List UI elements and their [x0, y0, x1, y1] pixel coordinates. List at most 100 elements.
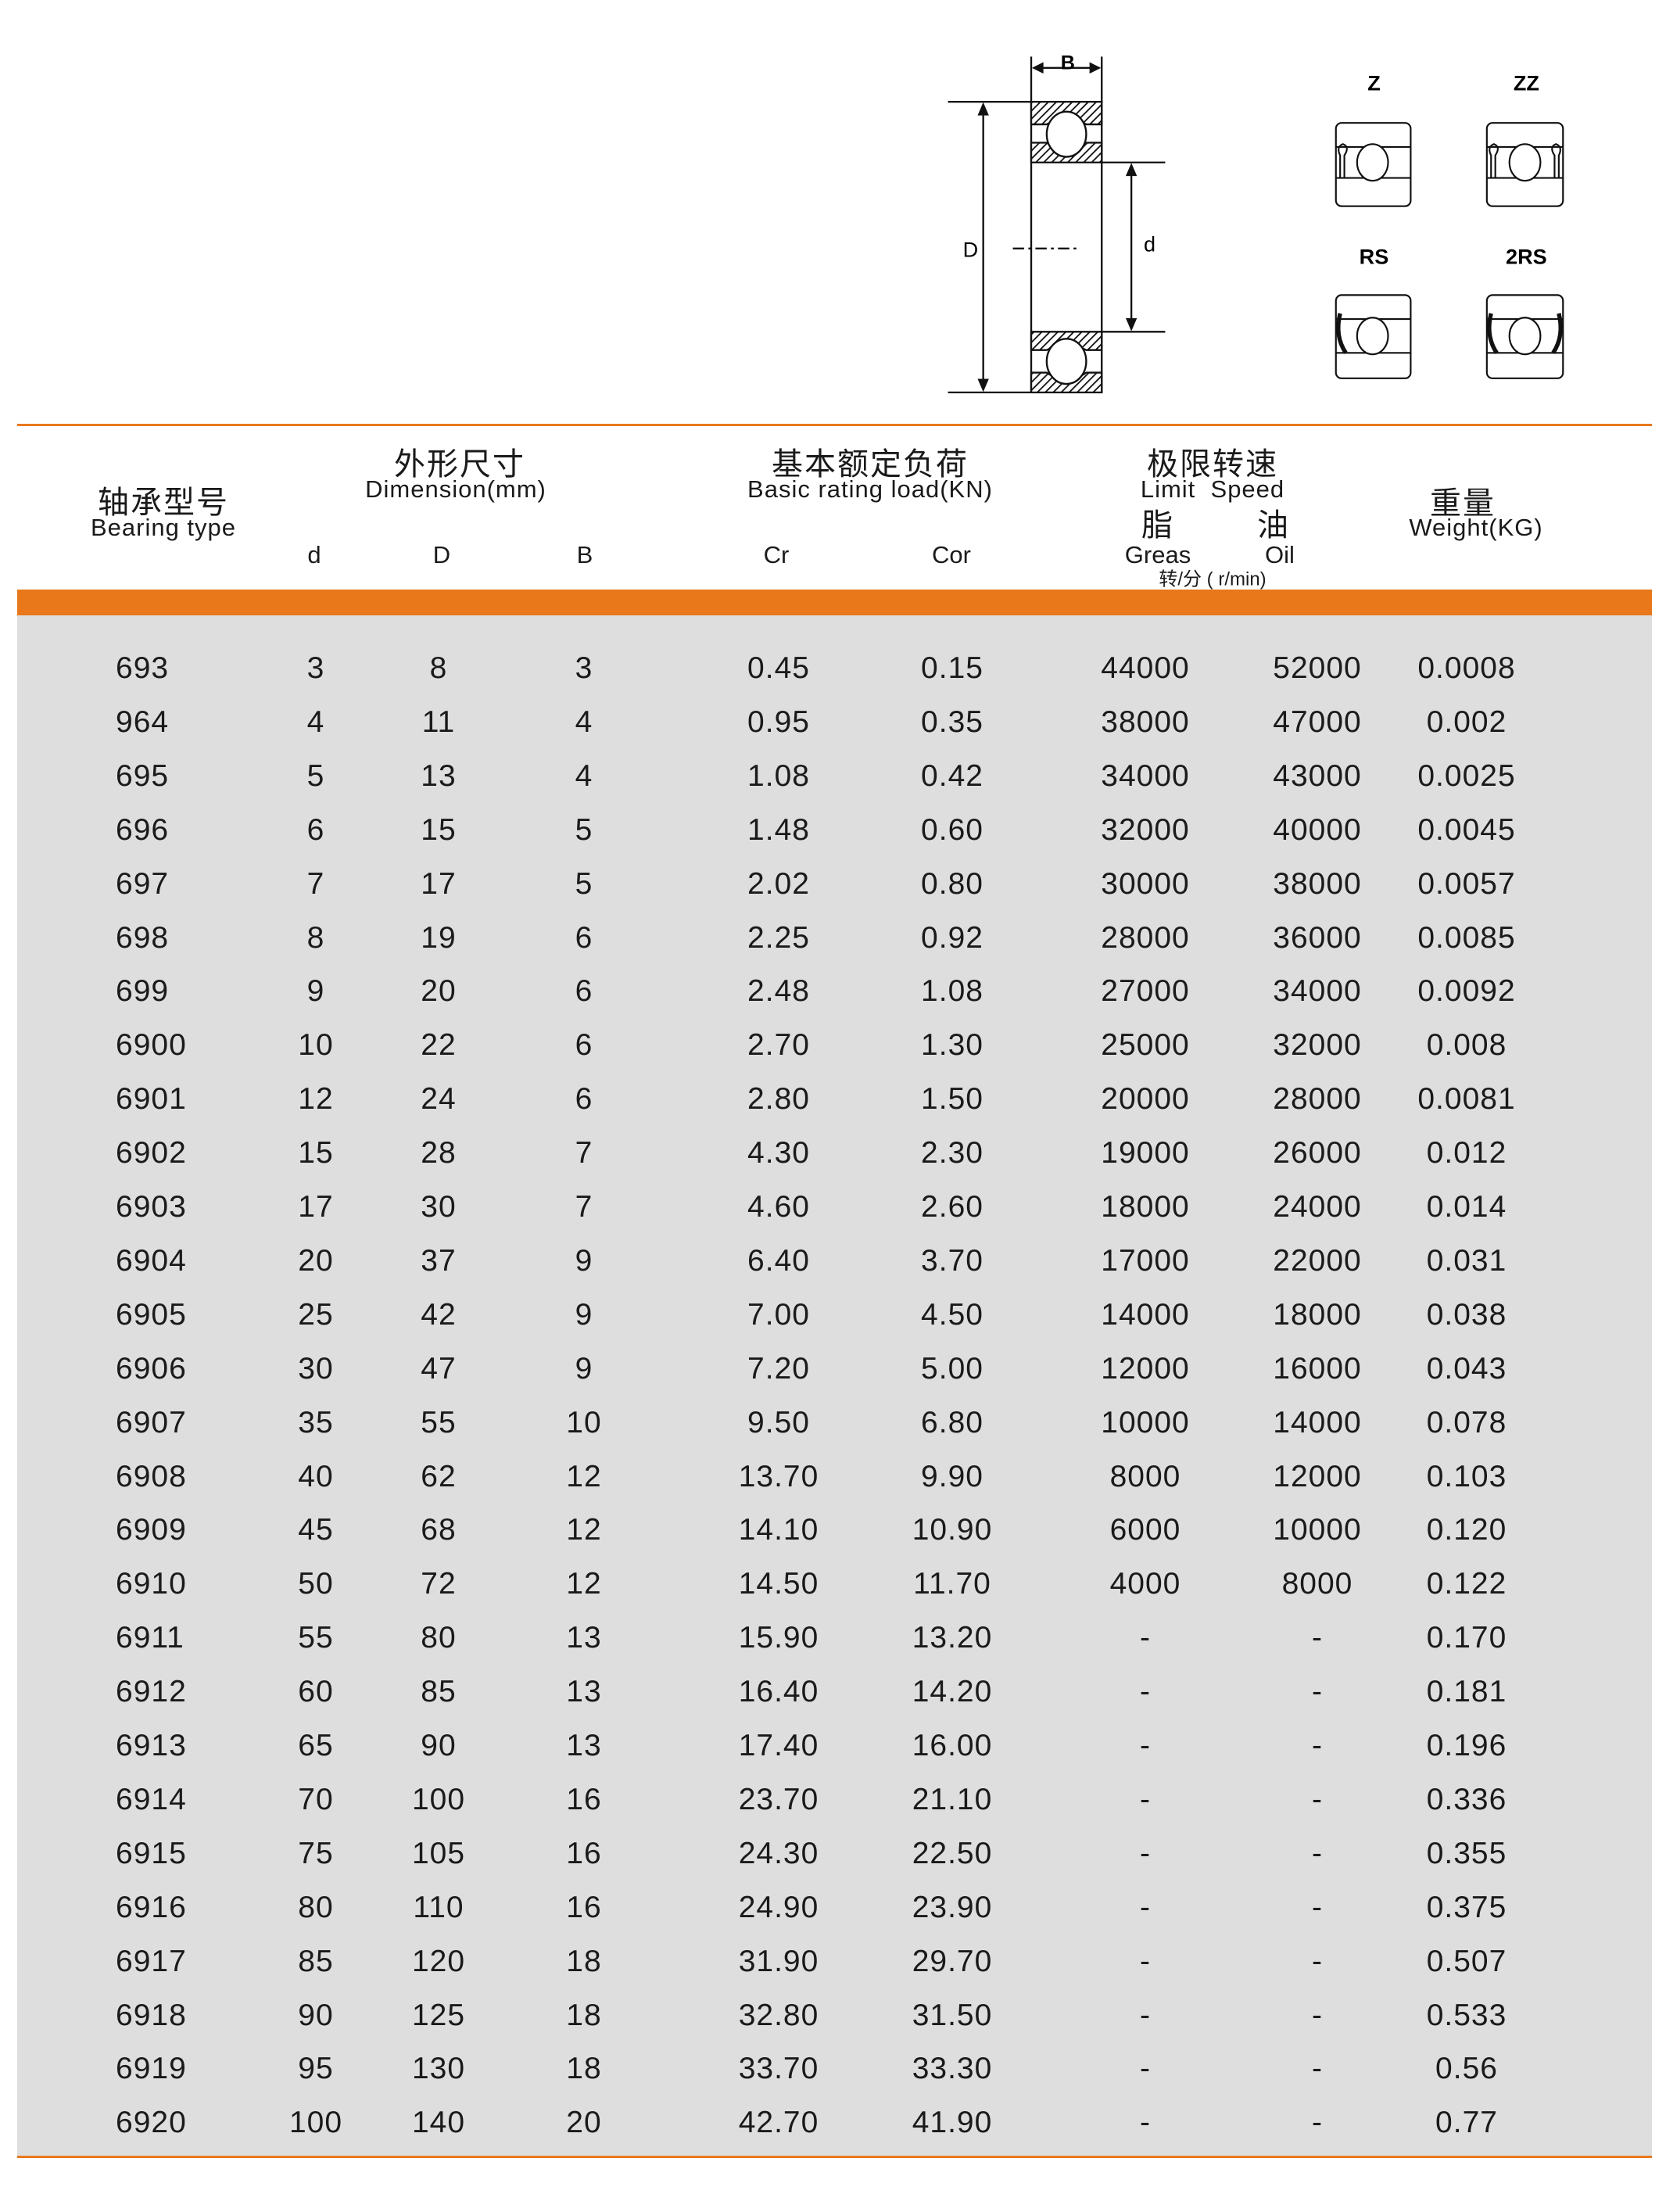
cell-grease-speed: 17000	[1101, 1243, 1190, 1278]
cell-bearing-type: 964	[116, 704, 170, 739]
cell-grease-speed: -	[1140, 1944, 1151, 1978]
cell-outer-diameter: 20	[421, 974, 457, 1009]
cell-static-load-cor: 0.35	[921, 704, 983, 739]
cell-width: 13	[566, 1729, 602, 1762]
cell-grease-speed: -	[1140, 1782, 1151, 1816]
cell-inner-diameter: 70	[298, 1782, 334, 1816]
cell-bearing-type: 6913	[116, 1729, 187, 1762]
cell-outer-diameter: 72	[421, 1567, 457, 1601]
cell-inner-diameter: 60	[298, 1675, 334, 1709]
cell-dynamic-load-cr: 24.30	[738, 1836, 819, 1870]
cell-outer-diameter: 55	[421, 1405, 457, 1439]
cell-width: 7	[575, 1190, 593, 1224]
cell-dynamic-load-cr: 16.40	[738, 1675, 819, 1709]
cell-weight: 0.103	[1426, 1459, 1507, 1493]
cell-width: 13	[566, 1621, 602, 1655]
cell-static-load-cor: 13.20	[912, 1621, 993, 1655]
cell-width: 3	[575, 651, 593, 685]
header-col-oil: Oil	[1265, 541, 1295, 568]
cell-bearing-type: 6900	[116, 1028, 187, 1063]
cell-grease-speed: -	[1140, 1729, 1151, 1762]
cell-width: 16	[566, 1782, 602, 1816]
cell-outer-diameter: 80	[421, 1621, 457, 1655]
cell-bearing-type: 6905	[116, 1297, 187, 1332]
cell-width: 4	[575, 758, 593, 793]
cell-static-load-cor: 23.90	[912, 1890, 993, 1924]
cell-grease-speed: 14000	[1101, 1297, 1190, 1332]
cell-bearing-type: 6902	[116, 1136, 187, 1171]
cell-static-load-cor: 10.90	[912, 1513, 993, 1547]
cell-oil-speed: -	[1312, 2106, 1323, 2140]
cell-oil-speed: -	[1312, 1782, 1323, 1816]
cell-inner-diameter: 75	[298, 1836, 334, 1870]
cell-weight: 0.170	[1426, 1621, 1507, 1655]
cell-bearing-type: 6919	[116, 2052, 187, 2086]
cell-dynamic-load-cr: 33.70	[738, 2052, 819, 2086]
header-col-grease: Greas	[1124, 541, 1191, 568]
cell-width: 18	[566, 2052, 602, 2086]
cell-width: 18	[566, 1998, 602, 2032]
cell-width: 6	[575, 974, 593, 1009]
cell-oil-speed: 14000	[1273, 1405, 1362, 1439]
cell-width: 6	[575, 920, 593, 955]
cell-oil-speed: -	[1312, 1944, 1323, 1978]
header-oil-cn: 油	[1257, 507, 1290, 543]
cell-dynamic-load-cr: 13.70	[738, 1459, 819, 1493]
cell-static-load-cor: 1.50	[921, 1082, 983, 1117]
cell-inner-diameter: 65	[298, 1729, 334, 1762]
seal-z-icon	[1335, 122, 1412, 207]
cell-dynamic-load-cr: 32.80	[738, 1998, 819, 2032]
cell-static-load-cor: 22.50	[912, 1836, 993, 1870]
cell-inner-diameter: 95	[298, 2052, 334, 2086]
top-divider	[17, 424, 1652, 426]
cell-dynamic-load-cr: 0.95	[747, 704, 810, 739]
cell-inner-diameter: 20	[298, 1243, 334, 1278]
cell-static-load-cor: 6.80	[921, 1405, 983, 1439]
cell-grease-speed: 27000	[1101, 974, 1190, 1009]
cell-inner-diameter: 12	[298, 1082, 334, 1117]
cell-outer-diameter: 30	[421, 1190, 457, 1224]
cell-outer-diameter: 100	[411, 1782, 466, 1816]
cell-width: 18	[566, 1944, 602, 1978]
cell-oil-speed: 47000	[1273, 704, 1362, 739]
cell-static-load-cor: 14.20	[912, 1675, 993, 1709]
cell-width: 16	[566, 1836, 602, 1870]
header-weight-cn: 重量	[1430, 486, 1496, 522]
cell-inner-diameter: 100	[288, 2106, 343, 2140]
cell-weight: 0.336	[1426, 1782, 1507, 1816]
cell-bearing-type: 698	[116, 920, 170, 955]
cell-inner-diameter: 40	[298, 1459, 334, 1493]
bearing-cross-section	[948, 56, 1166, 394]
cell-oil-speed: 16000	[1273, 1351, 1362, 1386]
header-speed-cn: 极限转速	[1147, 446, 1278, 482]
cell-static-load-cor: 1.30	[921, 1028, 983, 1063]
cell-oil-speed: -	[1312, 2052, 1323, 2086]
cell-outer-diameter: 42	[421, 1297, 457, 1332]
cell-outer-diameter: 62	[421, 1459, 457, 1493]
cell-inner-diameter: 85	[298, 1944, 334, 1978]
cell-outer-diameter: 140	[411, 2106, 466, 2140]
seal-label-z: Z	[1367, 72, 1381, 95]
cell-grease-speed: 4000	[1109, 1567, 1181, 1601]
cell-grease-speed: -	[1140, 1675, 1151, 1709]
cell-bearing-type: 6908	[116, 1459, 187, 1493]
cell-outer-diameter: 11	[421, 704, 456, 739]
header-dimension-cn: 外形尺寸	[394, 446, 525, 482]
cell-grease-speed: 30000	[1101, 866, 1190, 901]
cell-width: 9	[575, 1243, 593, 1278]
cell-dynamic-load-cr: 4.60	[747, 1190, 810, 1224]
cell-oil-speed: -	[1312, 1998, 1323, 2032]
cell-bearing-type: 6906	[116, 1351, 187, 1386]
cell-outer-diameter: 125	[411, 1998, 466, 2032]
cell-width: 9	[575, 1351, 593, 1386]
cell-bearing-type: 6903	[116, 1190, 187, 1224]
cell-bearing-type: 693	[116, 651, 170, 685]
header-col-d: d	[307, 541, 321, 568]
cell-inner-diameter: 10	[298, 1028, 334, 1063]
seal-rs-icon	[1335, 294, 1412, 379]
cell-width: 5	[575, 812, 593, 847]
cell-dynamic-load-cr: 2.70	[747, 1028, 810, 1063]
cell-inner-diameter: 90	[298, 1998, 334, 2032]
cell-oil-speed: 28000	[1273, 1082, 1362, 1117]
cell-outer-diameter: 110	[413, 1890, 464, 1924]
